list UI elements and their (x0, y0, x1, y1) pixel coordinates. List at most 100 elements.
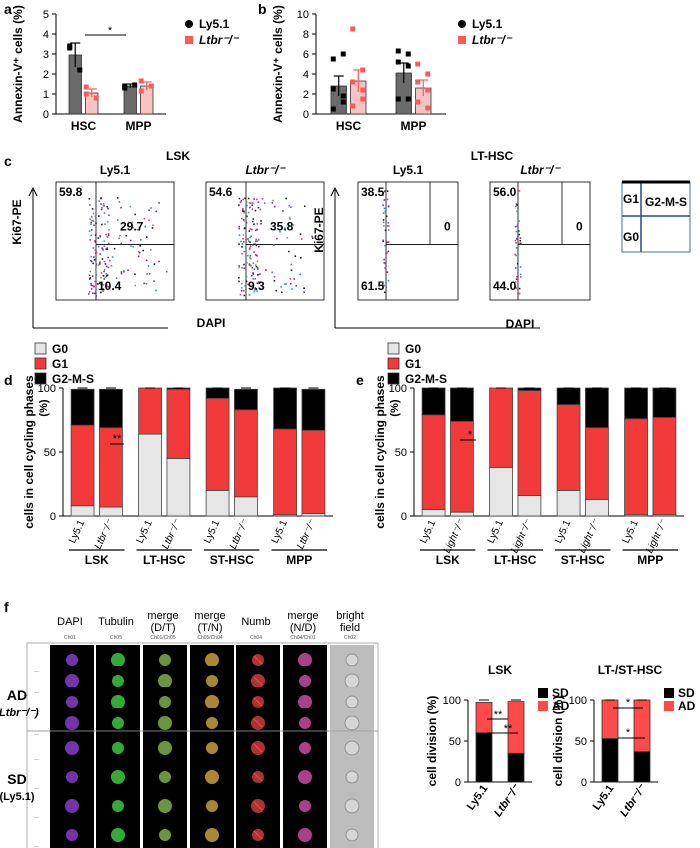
flow-event (94, 239, 96, 242)
flow-event (383, 207, 386, 210)
flow-event (94, 215, 97, 218)
legend-div-entry: AD (678, 699, 696, 713)
flow-event (103, 240, 106, 242)
flow-event (256, 282, 259, 285)
flow-event (240, 200, 243, 202)
flow-event (257, 281, 260, 283)
y-tick-label: 0 (43, 109, 49, 121)
flow-event (289, 282, 292, 285)
flow-event (103, 204, 105, 207)
x-tick-label-MPP: MPP (125, 119, 151, 133)
flow-event (252, 262, 255, 265)
sig-star: ** (113, 433, 122, 445)
bar-ST-HSC-G2-M-S (205, 387, 230, 399)
flow-event (250, 235, 252, 238)
flow-event (249, 241, 251, 244)
flow-event (519, 276, 522, 278)
imaging-cell (206, 675, 218, 687)
data-point (360, 87, 366, 93)
flow-event (132, 246, 135, 248)
flow-event (240, 287, 243, 289)
flow-plot (205, 181, 325, 301)
flow-event (249, 245, 252, 247)
flow-event (251, 208, 254, 210)
y-tick-label: 10 (297, 9, 309, 21)
flow-event (118, 201, 121, 203)
flow-event (300, 238, 303, 240)
y-tick-label: 100 (38, 383, 56, 395)
flow-event (255, 238, 258, 241)
flow-event (95, 222, 97, 225)
imaging-cell (112, 717, 124, 729)
flow-event (103, 260, 106, 263)
flow-event (120, 272, 123, 275)
flow-event (259, 273, 261, 275)
flow-event (106, 206, 109, 208)
flow-event (299, 233, 302, 235)
flow-event (256, 228, 258, 231)
group-label: ST-HSC (561, 553, 605, 567)
y-tick-label: 8 (303, 29, 309, 41)
flow-event (295, 285, 298, 287)
flow-event (101, 289, 103, 292)
scale-bar: ― (34, 786, 39, 792)
imaging-col-sub: Ch02 (344, 635, 356, 641)
legend-cycle-entry: G2-M-S (52, 372, 94, 386)
flow-event (152, 224, 154, 227)
flow-event (103, 278, 106, 280)
flow-event (90, 288, 93, 290)
flow-event (254, 209, 257, 212)
flow-event (98, 215, 100, 217)
flow-event (254, 287, 256, 289)
flow-event (105, 248, 108, 250)
imaging-cell (205, 828, 219, 842)
flow-event (282, 210, 284, 212)
flow-event (275, 289, 277, 292)
bar-MPP-G1 (273, 428, 297, 516)
flow-event (251, 220, 254, 223)
imaging-cell (298, 653, 312, 667)
imaging-cell (158, 799, 172, 813)
flow-title-lsk: LSK (166, 149, 190, 163)
flow-event (254, 242, 257, 245)
flow-event (88, 278, 91, 280)
flow-event (130, 245, 132, 247)
bar-LSK-G2-M-S (421, 387, 446, 416)
legend-marker (185, 20, 193, 28)
flow-y-label: Ki67-PE (10, 199, 24, 244)
flow-event (387, 250, 390, 253)
flow-event (101, 248, 104, 250)
imaging-col-sub: Ch05 (110, 635, 122, 641)
flow-event (251, 204, 253, 206)
flow-pct-top: 59.8 (59, 185, 83, 199)
flow-event (245, 280, 248, 283)
label: merge (287, 610, 318, 622)
bar-label: Ly5.1 (135, 518, 155, 545)
flow-event (246, 254, 249, 257)
label: (D/T) (150, 622, 175, 634)
bar-LSK-G0 (70, 505, 95, 517)
bar-LSK-G2-M-S (70, 388, 95, 426)
data-point (83, 91, 89, 97)
data-point (122, 83, 128, 89)
imaging-col-sub: Ch05/Ch04 (197, 635, 223, 641)
imaging-cell (66, 771, 78, 783)
data-point (405, 51, 411, 57)
flow-event (245, 275, 248, 278)
flow-event (107, 207, 109, 210)
flow-event (148, 272, 151, 275)
bar-label: Ltbr⁻/⁻ (228, 518, 251, 551)
flow-pct-top: 38.5 (361, 185, 385, 199)
flow-event (241, 246, 243, 248)
flow-event (387, 205, 390, 208)
legend-cycle-entry: G1 (405, 357, 421, 371)
flow-event (514, 225, 517, 228)
flow-event (382, 221, 385, 224)
flow-event (257, 245, 260, 248)
panel-letter-f: f (4, 599, 9, 615)
legend-marker (185, 36, 193, 44)
flow-event (518, 233, 521, 236)
flow-event (384, 210, 387, 213)
data-point (405, 96, 411, 102)
y-tick-label: 0 (581, 777, 587, 789)
